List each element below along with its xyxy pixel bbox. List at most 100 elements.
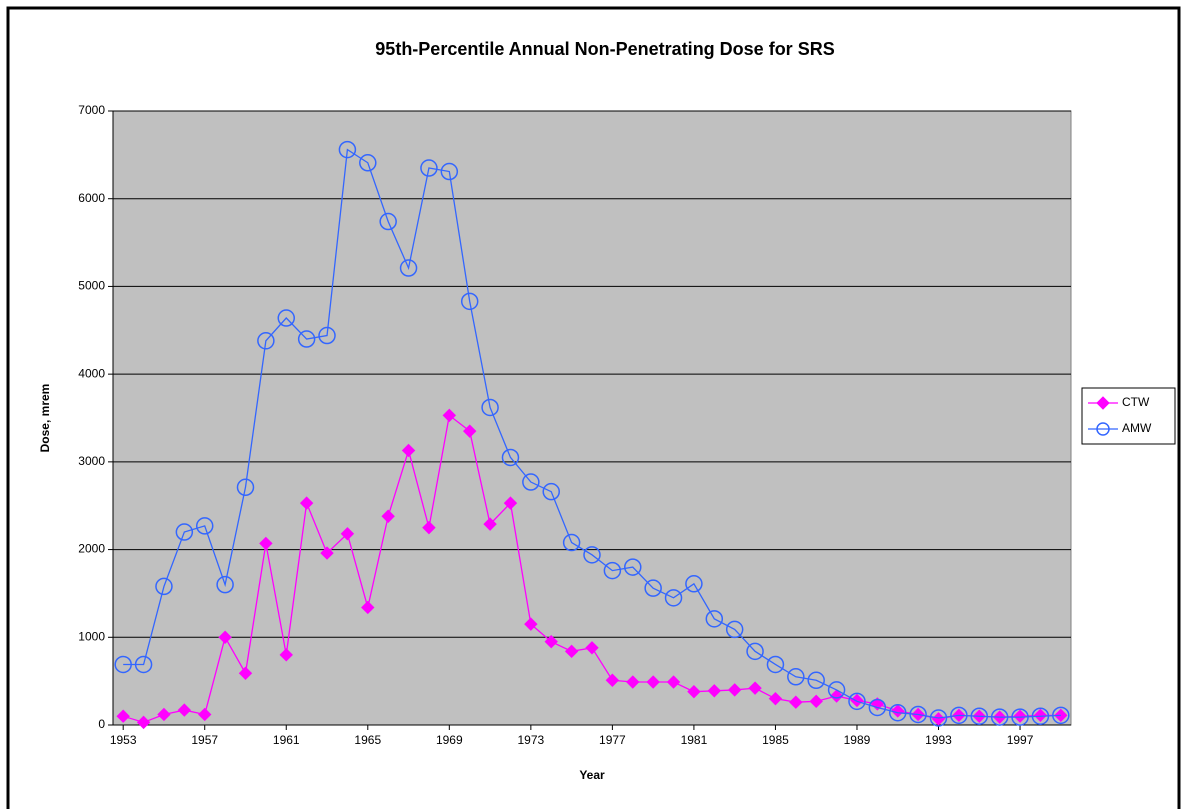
point (1052, 706, 1070, 725)
point (481, 398, 499, 417)
point (318, 326, 336, 345)
point (789, 695, 803, 709)
point (442, 408, 457, 423)
point (868, 698, 887, 717)
point (827, 681, 846, 699)
point (748, 681, 762, 695)
point (320, 546, 334, 560)
point (175, 523, 194, 541)
point (503, 496, 518, 510)
point (1011, 708, 1029, 726)
point (950, 706, 968, 725)
point (462, 424, 477, 438)
point (236, 478, 255, 497)
point (114, 655, 132, 674)
point (605, 673, 620, 687)
point (664, 589, 683, 607)
point (216, 575, 234, 594)
point (891, 704, 905, 718)
y-tick-label: 0 (98, 717, 105, 731)
y-tick-label: 2000 (78, 542, 105, 556)
point (583, 546, 601, 564)
plot-area (112, 110, 1072, 726)
x-tick-label: 1957 (191, 733, 218, 747)
point (685, 575, 703, 593)
point (542, 482, 560, 501)
point (807, 671, 825, 690)
point (155, 577, 173, 596)
point (297, 330, 316, 348)
point (238, 666, 253, 680)
x-tick-label: 1973 (517, 733, 544, 747)
point (909, 705, 927, 724)
y-axis-title: Dose, mrem (38, 384, 52, 453)
point (198, 707, 212, 722)
point (705, 610, 724, 628)
point (340, 527, 355, 541)
point (646, 675, 660, 689)
point (522, 473, 540, 491)
point (279, 648, 293, 662)
legend-marker (1096, 396, 1110, 410)
point (1033, 708, 1048, 723)
point (990, 708, 1009, 726)
point (644, 579, 662, 597)
point (624, 558, 642, 576)
y-tick-label: 5000 (78, 279, 105, 293)
point (1054, 708, 1068, 723)
point (420, 159, 438, 177)
x-axis-title: Year (579, 768, 605, 782)
point (299, 496, 314, 510)
point (338, 140, 357, 159)
legend-marker (1096, 422, 1110, 436)
chart-title: 95th-Percentile Annual Non-Penetrating D… (375, 39, 834, 59)
y-tick-label: 1000 (78, 629, 105, 643)
point (524, 617, 538, 631)
point (725, 620, 744, 639)
point (603, 561, 622, 580)
point (177, 703, 192, 717)
y-tick-label: 4000 (78, 366, 105, 380)
point (809, 694, 823, 709)
point (707, 684, 722, 698)
x-tick-label: 1997 (1007, 733, 1034, 747)
point (401, 443, 416, 458)
point (422, 520, 436, 535)
point (277, 309, 296, 327)
point (848, 692, 866, 711)
x-tick-label: 1985 (762, 733, 789, 747)
point (440, 162, 459, 181)
point (746, 642, 764, 661)
point (585, 641, 599, 655)
point (379, 212, 397, 231)
x-tick-label: 1993 (925, 733, 952, 747)
point (483, 517, 497, 531)
point (562, 533, 581, 552)
point (136, 715, 151, 730)
point (501, 448, 520, 467)
point (359, 154, 377, 172)
point (1013, 709, 1027, 723)
x-tick-label: 1989 (844, 733, 871, 747)
point (399, 259, 418, 277)
legend-label: AMW (1122, 421, 1152, 435)
point (766, 655, 785, 674)
point (666, 675, 681, 689)
x-tick-label: 1953 (110, 733, 137, 747)
x-tick-label: 1961 (273, 733, 300, 747)
point (1031, 707, 1050, 725)
point (929, 709, 948, 727)
point (888, 703, 907, 722)
point (361, 600, 375, 615)
point (259, 536, 273, 551)
legend-box (1081, 387, 1176, 445)
point (544, 634, 558, 649)
y-tick-label: 7000 (78, 103, 105, 117)
x-tick-label: 1965 (354, 733, 381, 747)
point (195, 517, 214, 535)
point (381, 509, 395, 523)
point (787, 668, 805, 686)
y-tick-label: 6000 (78, 191, 105, 205)
point (460, 292, 479, 311)
series-line (123, 148, 1061, 719)
